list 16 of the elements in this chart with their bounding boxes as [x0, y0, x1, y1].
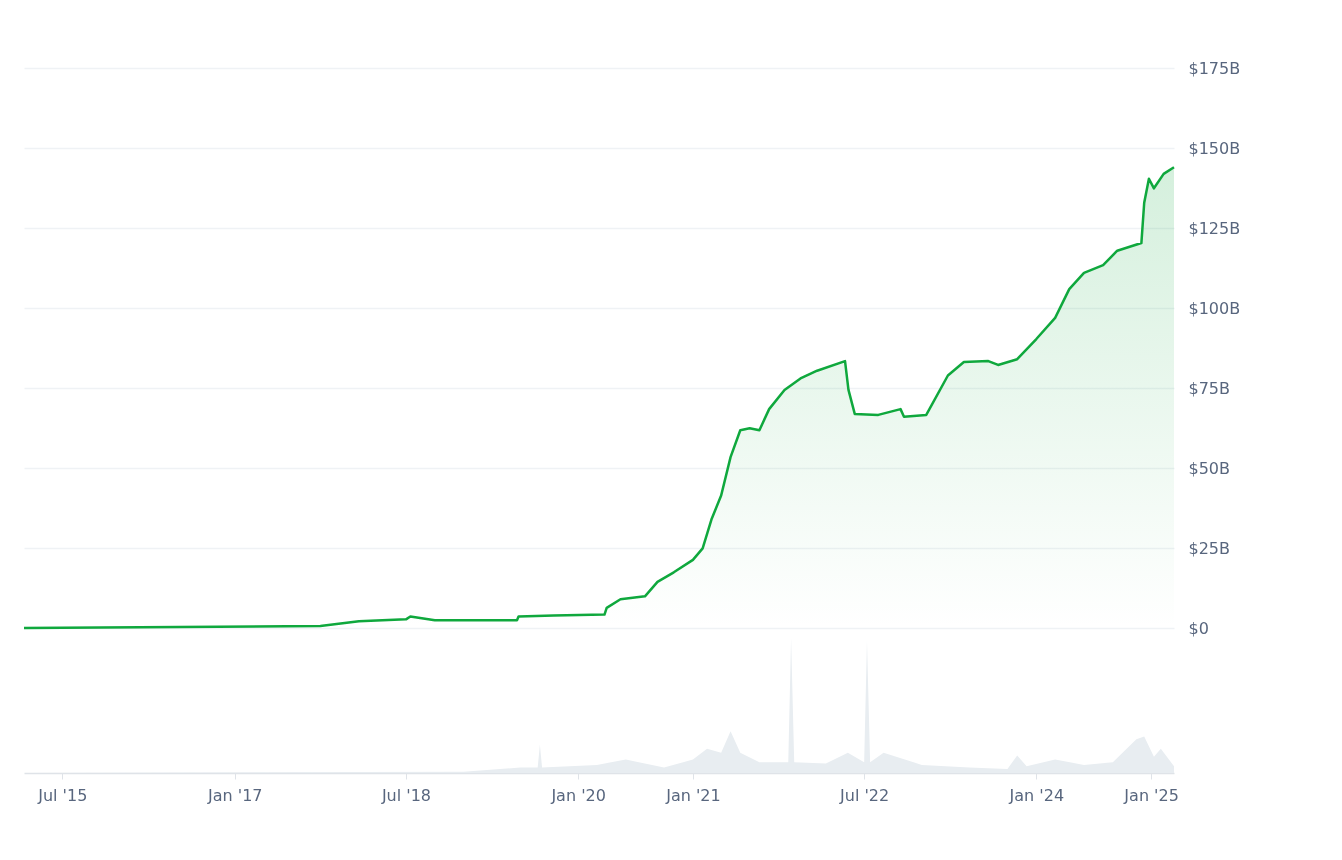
- x-tick-label: Jul '18: [380, 785, 432, 805]
- y-tick-label: $125B: [1188, 218, 1241, 238]
- x-tick-label: Jan '21: [665, 785, 721, 805]
- x-tick-label: Jan '25: [1123, 785, 1179, 805]
- y-tick-label: $75B: [1188, 378, 1231, 398]
- y-tick-label: $0: [1188, 618, 1209, 638]
- x-tick-label: Jul '22: [839, 785, 890, 805]
- x-tick-label: Jan '20: [550, 785, 606, 805]
- x-tick-label: Jul '15: [37, 785, 88, 805]
- y-tick-label: $25B: [1188, 538, 1231, 558]
- y-tick-label: $175B: [1188, 58, 1241, 78]
- x-tick-label: Jan '24: [1008, 785, 1065, 805]
- y-tick-label: $150B: [1188, 138, 1241, 158]
- x-tick-label: Jan '17: [206, 785, 263, 805]
- y-tick-label: $100B: [1188, 298, 1241, 318]
- y-tick-label: $50B: [1188, 458, 1231, 478]
